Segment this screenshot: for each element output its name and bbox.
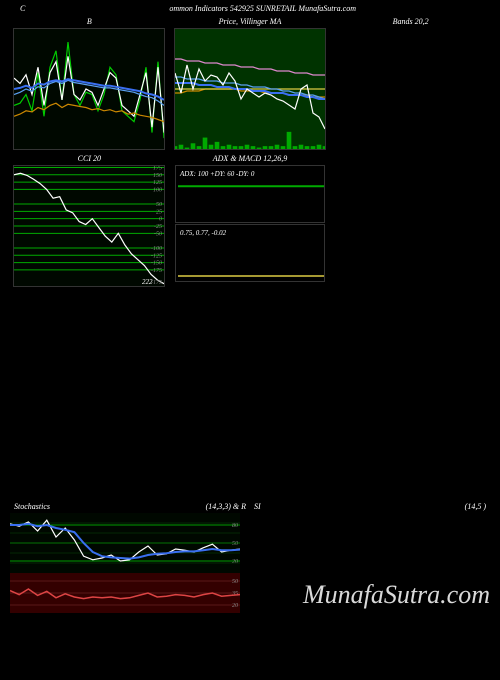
svg-text:175: 175 xyxy=(153,166,162,171)
r-chart: 50 35 20 xyxy=(10,573,240,613)
svg-text:50: 50 xyxy=(232,541,238,547)
bollinger-chart xyxy=(13,28,165,150)
rsi-cell: SI (14,5 ) xyxy=(250,500,490,613)
svg-text:100: 100 xyxy=(153,187,162,193)
svg-text:20: 20 xyxy=(232,559,238,565)
svg-text:0: 0 xyxy=(159,217,162,223)
header-left-letter: C xyxy=(20,4,25,13)
svg-text:0.75, 0.77, -0.02: 0.75, 0.77, -0.02 xyxy=(180,229,227,237)
stochastics-chart: 80 50 20 xyxy=(10,513,240,573)
rsi-label-left: SI xyxy=(254,502,261,511)
svg-text:-125: -125 xyxy=(151,253,162,259)
stoch-label-right: (14,3,3) & R xyxy=(206,502,246,511)
svg-text:20: 20 xyxy=(232,603,238,609)
header-main-title: ommon Indicators 542925 SUNRETAIL Munafa… xyxy=(169,4,356,13)
svg-text:-50: -50 xyxy=(154,231,162,237)
price-volume-chart xyxy=(174,28,326,150)
svg-text:125: 125 xyxy=(153,180,162,186)
rsi-label-right: (14,5 ) xyxy=(465,502,486,511)
svg-text:50: 50 xyxy=(232,579,238,585)
svg-text:50: 50 xyxy=(156,202,162,208)
svg-text:-100: -100 xyxy=(151,246,162,252)
adx-macd-chart: ADX: 100 +DY: 60 -DY: 0 0.75, 0.77, -0.0… xyxy=(175,165,325,283)
svg-text:-175: -175 xyxy=(151,280,162,286)
svg-text:35: 35 xyxy=(231,591,238,597)
stochastics-cell: Stochastics (14,3,3) & R 80 50 20 50 35 20 xyxy=(10,500,250,613)
svg-text:150: 150 xyxy=(153,173,162,179)
adx-macd-title: ADX & MACD 12,26,9 xyxy=(213,152,287,165)
bands-title: Bands 20,2 xyxy=(393,15,429,28)
svg-text:-25: -25 xyxy=(154,224,162,230)
top-chart-row: B Price, Villinger MA Bands 20,2 xyxy=(0,15,500,150)
bollinger-title: B xyxy=(87,15,92,28)
bollinger-cell: B xyxy=(10,15,169,150)
cci-cell: CCI 20 175 150125100 5025 0-25-50 -100-125 -1… xyxy=(10,152,169,287)
cci-chart: 17515012510050250-25-50-100-125-150-1752… xyxy=(13,165,165,287)
row2: CCI 20 175 150125100 5025 0-25-50 -100-125 -1… xyxy=(0,152,500,287)
stoch-label-left: Stochastics xyxy=(14,502,50,511)
svg-text:-150: -150 xyxy=(151,261,162,267)
cci-title: CCI 20 xyxy=(78,152,101,165)
svg-text:ADX: 100 +DY: 60 -DY: 0: ADX: 100 +DY: 60 -DY: 0 xyxy=(179,170,255,178)
svg-text:80: 80 xyxy=(232,523,238,529)
svg-text:-175: -175 xyxy=(151,268,162,274)
svg-text:25: 25 xyxy=(156,209,162,215)
adx-macd-cell: ADX & MACD 12,26,9 ADX: 100 +DY: 60 -DY:… xyxy=(171,152,330,287)
price-volume-cell: Price, Villinger MA xyxy=(171,15,330,150)
bottom-row: Stochastics (14,3,3) & R 80 50 20 50 35 20 S… xyxy=(0,500,500,613)
page-header: C ommon Indicators 542925 SUNRETAIL Muna… xyxy=(0,0,500,15)
bands-cell: Bands 20,2 xyxy=(331,15,490,150)
price-volume-title: Price, Villinger MA xyxy=(219,15,282,28)
